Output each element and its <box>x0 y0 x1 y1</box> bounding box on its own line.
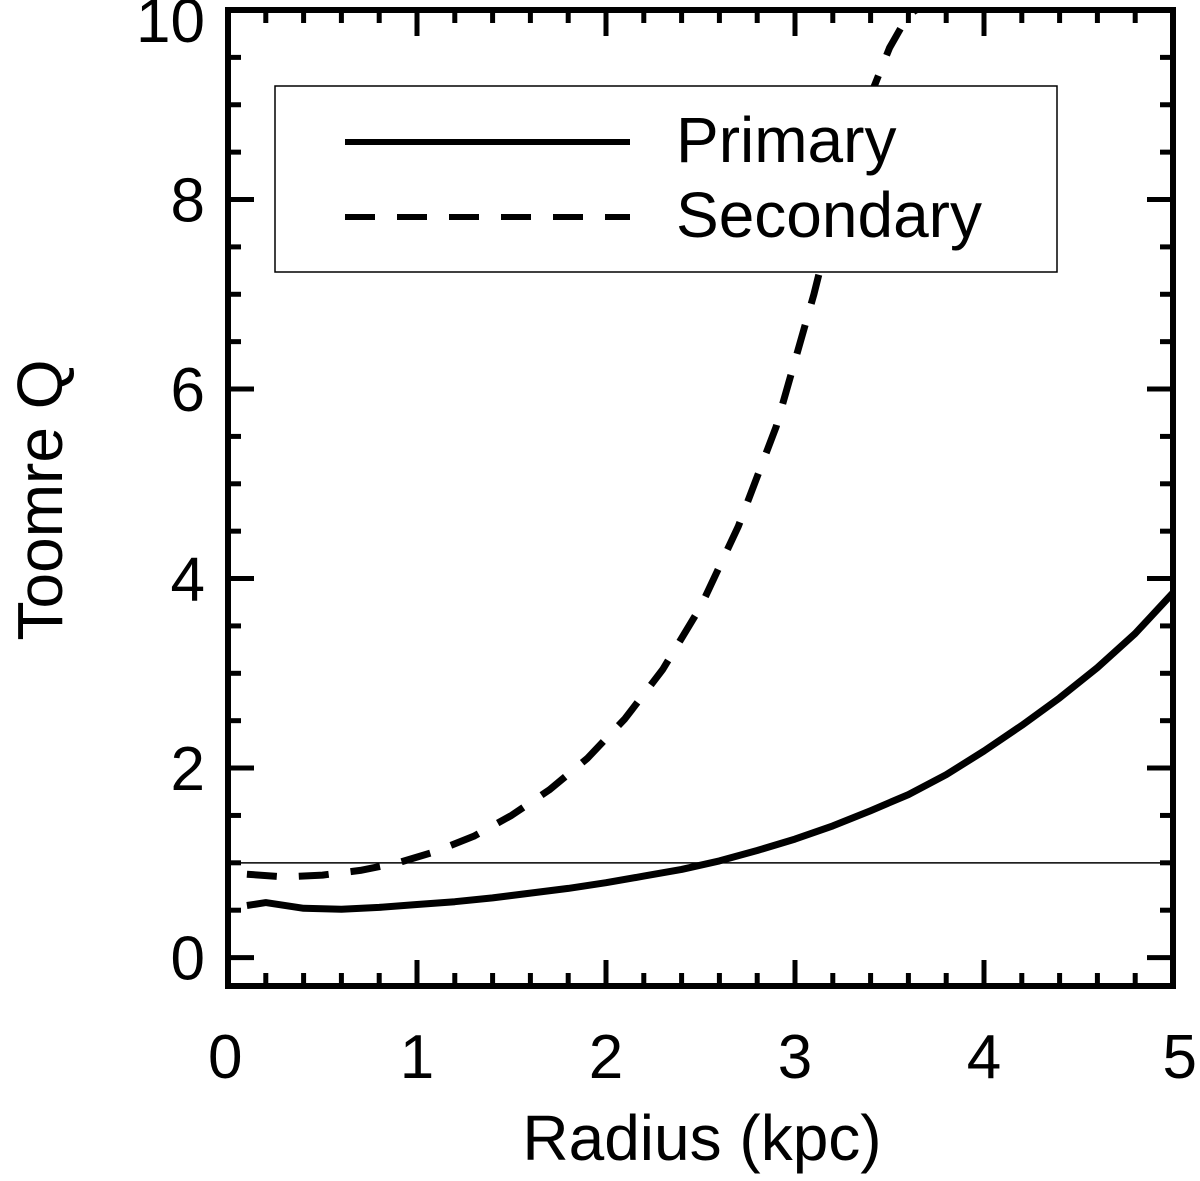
x-tick-label: 5 <box>1163 1023 1197 1092</box>
x-tick-label: 0 <box>208 1023 242 1092</box>
series-lines <box>228 10 1173 913</box>
series-line-secondary <box>246 10 918 881</box>
x-tick-label: 1 <box>400 1023 434 1092</box>
legend-label-primary: Primary <box>676 104 896 176</box>
legend-box <box>274 85 1058 273</box>
x-tick-label: 3 <box>778 1023 812 1092</box>
tick-labels: 0 1 2 3 4 5 0 2 4 6 8 10 <box>136 0 1197 1092</box>
y-tick-label: 4 <box>171 546 205 615</box>
y-tick-label: 6 <box>171 356 205 425</box>
plot-frame <box>225 7 1176 989</box>
x-tick-label: 2 <box>589 1023 623 1092</box>
y-axis-title: Toomre Q <box>4 360 76 641</box>
x-axis-title: Radius (kpc) <box>522 1102 881 1174</box>
y-tick-label: 2 <box>171 735 205 804</box>
legend-label-secondary: Secondary <box>676 179 982 251</box>
y-tick-label: 8 <box>171 167 205 236</box>
y-tick-label: 0 <box>171 925 205 994</box>
legend: Primary Secondary <box>274 85 1058 273</box>
y-tick-label: 10 <box>136 0 205 56</box>
plot-area <box>225 7 1176 989</box>
x-tick-label: 4 <box>967 1023 1001 1092</box>
series-line-primary <box>246 590 1173 913</box>
